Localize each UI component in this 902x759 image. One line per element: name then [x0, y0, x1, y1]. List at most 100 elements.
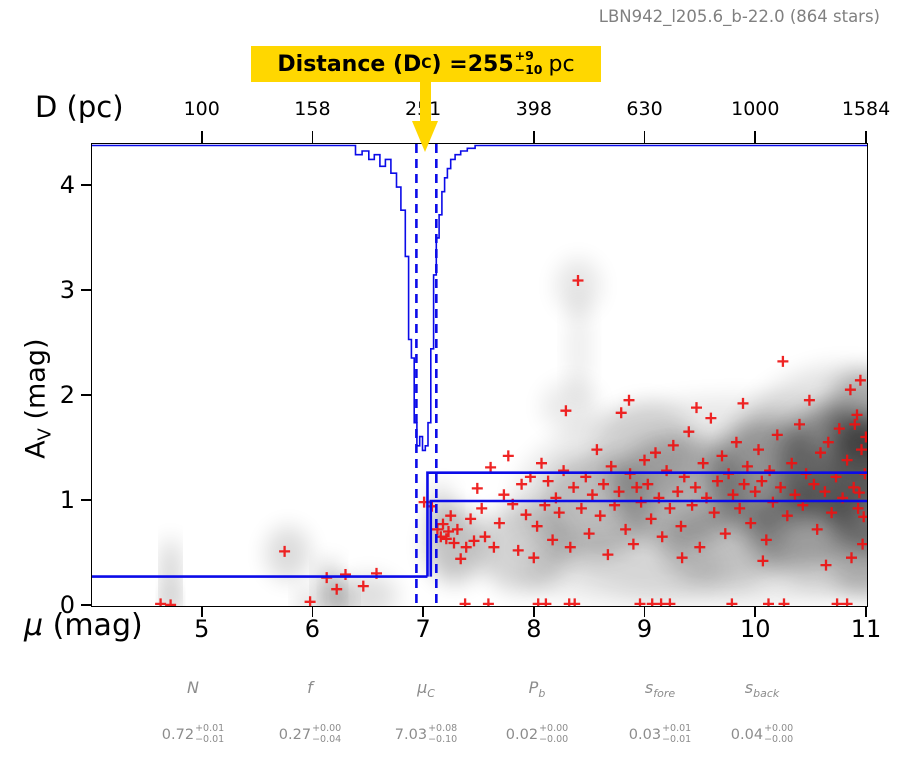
param-error-stack: +0.00 −0.04 [312, 723, 342, 745]
bottom-tick-label: 11 [850, 615, 882, 643]
left-tick-label: 3 [59, 276, 75, 304]
bottom-tick-label: 7 [415, 615, 431, 643]
mu-symbol: μ [24, 608, 44, 643]
left-tick-label: 1 [59, 486, 75, 514]
distance-unit: pc [548, 51, 575, 77]
mu-bound-dashed-lines [415, 144, 438, 606]
annotation-arrow-icon [412, 121, 438, 152]
param-error-stack: +0.01 −0.01 [662, 723, 692, 745]
param-label: sback [745, 678, 780, 700]
top-tick-label: 1584 [841, 98, 891, 120]
param-error-minus: −0.04 [312, 733, 342, 745]
top-tick-mark [754, 131, 757, 143]
annotation-arrow-stem [420, 81, 431, 122]
bottom-tick-label: 10 [740, 615, 771, 643]
param-subscript: b [538, 687, 546, 701]
posterior-histogram [92, 144, 867, 452]
left-tick-mark [81, 289, 91, 291]
param-label: f [307, 678, 313, 697]
bottom-tick-label: 9 [636, 615, 653, 643]
param-subscript: fore [653, 687, 676, 701]
param-error-plus: +0.01 [662, 723, 692, 734]
bottom-tick-label: 5 [194, 615, 210, 643]
annotation-text: Distance (D [277, 51, 422, 77]
bottom-axis-label-units: (mag) [43, 608, 143, 643]
param-value-number: 0.27 [278, 726, 312, 743]
param-value: 0.72 +0.01 −0.01 [161, 723, 225, 745]
param-error-stack: +0.00 −0.00 [764, 723, 793, 745]
star-points-layer [155, 275, 867, 606]
param-label: N [187, 678, 199, 697]
bottom-tick-mark [311, 606, 314, 617]
param-error-stack: +0.00 −0.00 [539, 723, 569, 745]
bottom-axis-label: μ (mag) [24, 608, 143, 643]
top-tick-mark [533, 131, 535, 143]
av-subscript: V [34, 428, 56, 441]
left-axis-label-units: (mag) [20, 338, 52, 429]
param-symbol: μ [417, 678, 428, 697]
chart-canvas [92, 144, 867, 606]
param-error-minus: −0.10 [428, 733, 458, 745]
annotation-subscript: C [421, 56, 432, 72]
distance-value: 255 [467, 51, 514, 77]
left-tick-label: 4 [59, 171, 75, 199]
bottom-tick-mark [643, 606, 646, 617]
param-symbol: f [307, 678, 313, 697]
plot-area [91, 143, 868, 607]
param-label: Pb [529, 678, 546, 700]
annotation-equals: ) = [431, 51, 468, 77]
top-tick-label: 398 [515, 98, 552, 120]
left-tick-mark [81, 604, 91, 606]
param-value: 0.03 +0.01 −0.01 [628, 723, 692, 745]
param-symbol: N [187, 678, 199, 697]
top-tick-mark [311, 131, 314, 143]
left-tick-label: 0 [59, 591, 75, 619]
distance-error-minus: −10 [514, 62, 543, 77]
param-symbol: s [644, 678, 654, 697]
top-tick-mark [865, 131, 867, 143]
param-symbol: s [744, 678, 754, 697]
star-plus-markers [155, 275, 867, 606]
av-symbol: A [20, 440, 52, 459]
param-error-plus: +0.01 [195, 723, 225, 734]
bottom-tick-mark [754, 606, 757, 617]
model-step-lines [92, 471, 867, 578]
param-error-stack: +0.08 −0.10 [428, 723, 458, 745]
distance-annotation: Distance (D C) = 255 +9 −10 pc [251, 46, 601, 82]
param-value: 0.04 +0.00 −0.00 [731, 723, 793, 745]
bottom-tick-label: 8 [526, 615, 542, 643]
param-value-number: 0.72 [161, 726, 195, 743]
left-tick-mark [81, 394, 91, 396]
bottom-tick-label: 6 [304, 615, 321, 643]
param-error-plus: +0.08 [428, 723, 458, 734]
left-tick-label: 2 [59, 381, 75, 409]
param-error-minus: −0.01 [195, 733, 225, 745]
param-symbol: P [528, 678, 539, 697]
param-error-plus: +0.00 [312, 723, 342, 734]
top-tick-mark [200, 131, 203, 143]
left-tick-mark [81, 499, 91, 501]
param-value: 0.02 +0.00 −0.00 [505, 723, 569, 745]
bottom-tick-mark [200, 606, 203, 617]
top-tick-mark [643, 131, 646, 143]
figure-title: LBN942_l205.6_b-22.0 (864 stars) [598, 7, 880, 26]
param-label: μC [417, 678, 435, 700]
density-layer [163, 258, 867, 606]
param-label: sfore [645, 678, 675, 700]
param-value: 0.27 +0.00 −0.04 [278, 723, 342, 745]
param-value: 7.03 +0.08 −0.10 [395, 723, 458, 745]
param-subscript: C [427, 687, 435, 701]
param-error-plus: +0.00 [539, 723, 569, 734]
left-axis-label: AV (mag) [20, 299, 55, 499]
param-error-minus: −0.00 [539, 733, 569, 745]
param-error-stack: +0.01 −0.01 [195, 723, 225, 745]
param-value-number: 0.03 [628, 726, 662, 743]
bottom-tick-mark [422, 606, 424, 617]
top-tick-label: 100 [183, 98, 220, 120]
distance-errors: +9 −10 [515, 49, 543, 77]
param-value-number: 0.02 [505, 726, 539, 743]
param-subscript: back [753, 687, 780, 701]
left-tick-mark [81, 184, 91, 186]
top-tick-label: 630 [626, 98, 663, 120]
top-tick-label: 158 [294, 98, 331, 120]
